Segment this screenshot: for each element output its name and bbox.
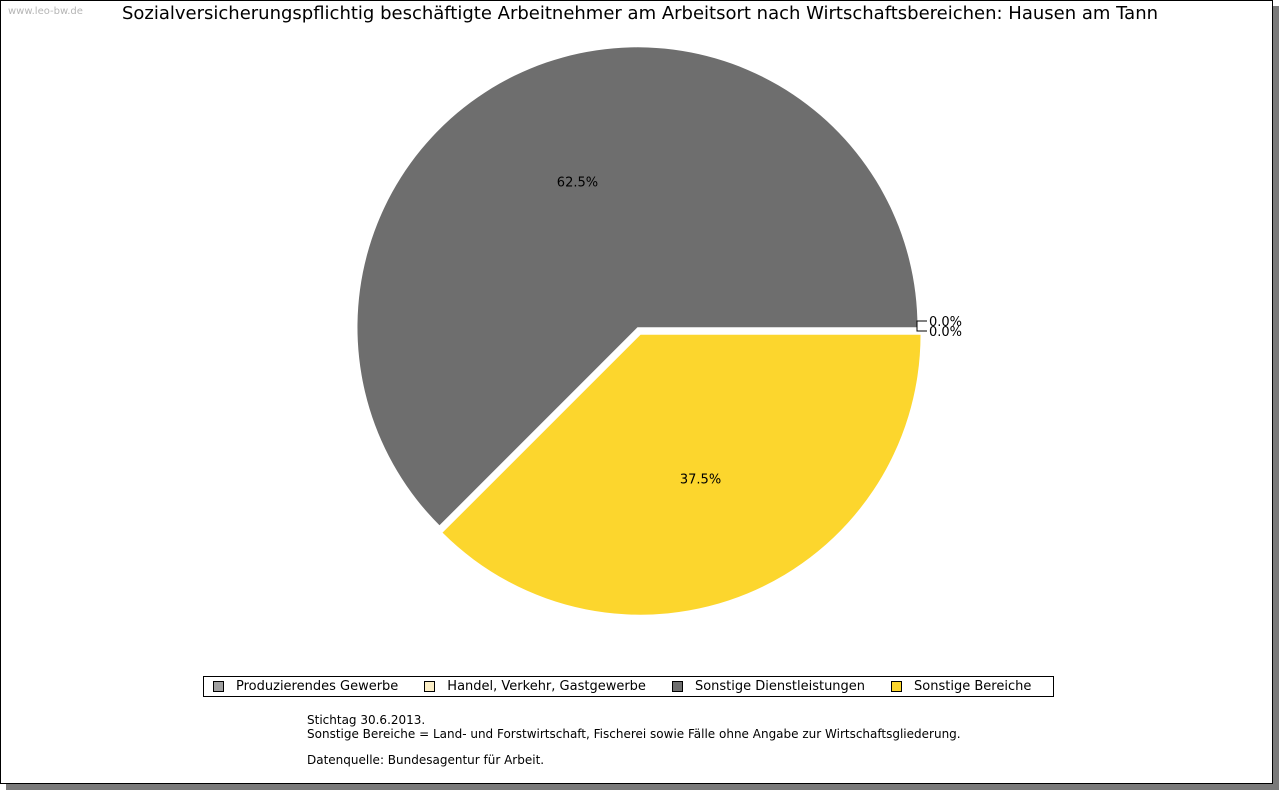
note-source: Datenquelle: Bundesagentur für Arbeit. bbox=[307, 753, 545, 767]
legend-item: Handel, Verkehr, Gastgewerbe bbox=[424, 679, 646, 694]
legend-swatch bbox=[424, 681, 436, 692]
legend-swatch bbox=[671, 681, 683, 692]
footnotes: Stichtag 30.6.2013. Sonstige Bereiche = … bbox=[307, 713, 961, 767]
slice-label: 0.0% bbox=[929, 325, 962, 340]
pie-slice bbox=[357, 47, 918, 526]
pie-slice bbox=[442, 334, 921, 615]
note-definition: Sonstige Bereiche = Land- und Forstwirts… bbox=[307, 727, 961, 741]
legend-swatch bbox=[891, 681, 903, 692]
slice-label: 62.5% bbox=[557, 175, 598, 190]
legend-item: Produzierendes Gewerbe bbox=[213, 679, 398, 694]
legend-item: Sonstige Bereiche bbox=[891, 679, 1031, 694]
legend-swatch bbox=[213, 681, 224, 692]
note-date: Stichtag 30.6.2013. bbox=[307, 713, 426, 727]
slice-label: 37.5% bbox=[680, 473, 721, 488]
leader-line bbox=[916, 320, 927, 332]
legend-item: Sonstige Dienstleistungen bbox=[671, 679, 866, 694]
legend-label: Sonstige Dienstleistungen bbox=[694, 679, 866, 694]
chart-title: Sozialversicherungspflichtig beschäftigt… bbox=[121, 3, 1159, 24]
legend-label: Handel, Verkehr, Gastgewerbe bbox=[447, 679, 646, 694]
slice-label: 0.0% bbox=[929, 315, 962, 330]
legend-label: Produzierendes Gewerbe bbox=[236, 679, 399, 694]
legend-label: Sonstige Bereiche bbox=[914, 679, 1032, 694]
legend: Produzierendes Gewerbe Handel, Verkehr, … bbox=[203, 676, 1054, 697]
watermark: www.leo-bw.de bbox=[8, 6, 83, 17]
